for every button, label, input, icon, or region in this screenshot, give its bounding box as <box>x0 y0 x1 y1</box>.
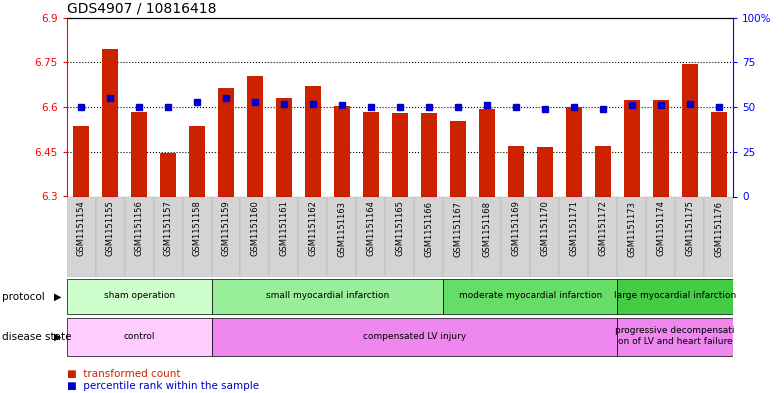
Bar <box>357 196 386 277</box>
Text: GSM1151156: GSM1151156 <box>135 200 143 256</box>
Text: GSM1151165: GSM1151165 <box>395 200 405 256</box>
Text: GSM1151175: GSM1151175 <box>685 200 694 256</box>
Bar <box>218 88 234 196</box>
Text: disease state: disease state <box>2 332 71 342</box>
Text: ■  transformed count: ■ transformed count <box>67 369 180 379</box>
Bar <box>247 76 263 196</box>
Text: GDS4907 / 10816418: GDS4907 / 10816418 <box>67 1 216 15</box>
Text: GSM1151159: GSM1151159 <box>222 200 230 256</box>
Bar <box>414 196 443 277</box>
Bar <box>189 127 205 196</box>
Text: GSM1151164: GSM1151164 <box>366 200 376 256</box>
Bar <box>704 196 733 277</box>
Bar <box>450 121 466 196</box>
Text: GSM1151168: GSM1151168 <box>482 200 492 257</box>
Bar <box>617 279 733 314</box>
Bar <box>299 196 328 277</box>
Text: GSM1151174: GSM1151174 <box>656 200 665 256</box>
Text: GSM1151171: GSM1151171 <box>569 200 578 256</box>
Text: large myocardial infarction: large myocardial infarction <box>614 292 736 300</box>
Bar <box>392 113 408 196</box>
Bar <box>472 196 501 277</box>
Text: sham operation: sham operation <box>103 292 175 300</box>
Bar <box>334 106 350 196</box>
Text: GSM1151166: GSM1151166 <box>424 200 434 257</box>
Text: GSM1151169: GSM1151169 <box>511 200 521 256</box>
Bar <box>710 112 727 196</box>
Bar <box>508 146 524 196</box>
Bar <box>183 196 212 277</box>
Bar <box>328 196 357 277</box>
Bar <box>566 107 582 196</box>
Bar <box>501 196 530 277</box>
Text: small myocardial infarction: small myocardial infarction <box>266 292 389 300</box>
Bar <box>131 112 147 196</box>
Bar <box>537 147 553 196</box>
Bar <box>443 196 472 277</box>
Text: GSM1151172: GSM1151172 <box>598 200 607 256</box>
Bar <box>646 196 675 277</box>
Bar <box>386 196 414 277</box>
Bar <box>479 108 495 196</box>
Text: ▶: ▶ <box>53 332 61 342</box>
Bar <box>681 64 698 196</box>
Bar <box>305 86 321 196</box>
Bar <box>595 146 611 196</box>
Bar <box>67 279 212 314</box>
Text: GSM1151155: GSM1151155 <box>106 200 114 256</box>
Text: GSM1151167: GSM1151167 <box>453 200 463 257</box>
Text: GSM1151154: GSM1151154 <box>77 200 85 256</box>
Bar <box>67 318 212 356</box>
Text: GSM1151163: GSM1151163 <box>337 200 347 257</box>
Bar <box>421 113 437 196</box>
Bar <box>675 196 704 277</box>
Bar <box>212 318 617 356</box>
Text: GSM1151176: GSM1151176 <box>714 200 723 257</box>
Bar <box>363 112 379 196</box>
Text: GSM1151162: GSM1151162 <box>308 200 318 256</box>
Text: control: control <box>123 332 154 341</box>
Bar <box>241 196 270 277</box>
Text: GSM1151157: GSM1151157 <box>164 200 172 256</box>
Text: GSM1151170: GSM1151170 <box>540 200 550 256</box>
Bar <box>276 98 292 196</box>
Bar <box>67 196 96 277</box>
Text: GSM1151160: GSM1151160 <box>250 200 260 256</box>
Text: GSM1151161: GSM1151161 <box>279 200 289 256</box>
Bar <box>443 279 617 314</box>
Bar <box>125 196 154 277</box>
Bar <box>96 196 125 277</box>
Text: compensated LV injury: compensated LV injury <box>363 332 466 341</box>
Bar <box>588 196 617 277</box>
Bar <box>73 127 89 196</box>
Text: GSM1151173: GSM1151173 <box>627 200 636 257</box>
Bar <box>617 196 646 277</box>
Bar <box>623 100 640 196</box>
Bar <box>530 196 559 277</box>
Bar <box>212 279 443 314</box>
Bar <box>102 49 118 196</box>
Text: progressive decompensati
on of LV and heart failure: progressive decompensati on of LV and he… <box>615 327 735 346</box>
Bar <box>559 196 588 277</box>
Text: ▶: ▶ <box>53 292 61 302</box>
Bar <box>154 196 183 277</box>
Bar <box>212 196 241 277</box>
Text: ■  percentile rank within the sample: ■ percentile rank within the sample <box>67 381 259 391</box>
Bar <box>617 318 733 356</box>
Bar <box>160 153 176 196</box>
Text: moderate myocardial infarction: moderate myocardial infarction <box>459 292 602 300</box>
Bar <box>652 100 669 196</box>
Bar <box>270 196 299 277</box>
Text: GSM1151158: GSM1151158 <box>193 200 201 256</box>
Text: protocol: protocol <box>2 292 45 302</box>
